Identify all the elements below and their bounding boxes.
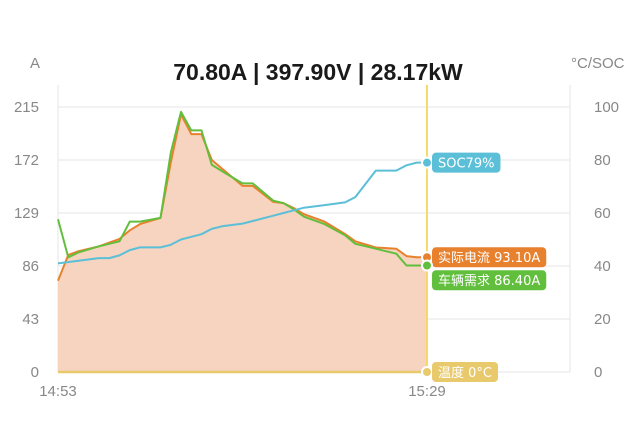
y2-tick-label: 20 [594, 311, 611, 328]
series-fill-area [58, 114, 427, 373]
y2-tick-label: 0 [594, 364, 602, 381]
left-axis-unit: A [30, 55, 40, 72]
series-lines [57, 110, 427, 374]
y-tick-label: 215 [14, 99, 39, 116]
series-end-dot [421, 366, 433, 378]
y2-tick-label: 40 [594, 258, 611, 275]
y-tick-label: 0 [31, 364, 39, 381]
axis-ticks: 0 43 86 129 172 215 0 20 40 60 80 100 14:53 15:29 [14, 99, 619, 400]
series-end-label-text: 实际电流 93.10A [438, 251, 540, 266]
series-end-label-text: 车辆需求 86.40A [438, 273, 540, 289]
chart-title: 70.80A | 397.90V | 28.17kW [173, 59, 463, 85]
current-area-fill [58, 114, 427, 373]
right-axis-unit: °C/SOC [571, 55, 625, 72]
y2-tick-label: 100 [594, 99, 619, 116]
watermark: EV世纪 [592, 401, 640, 418]
series-end-dot [421, 259, 433, 272]
series-end-label: SOC79% [432, 152, 501, 173]
series-end-label: 车辆需求 86.40A [432, 270, 547, 291]
y-tick-label: 43 [22, 311, 39, 328]
y2-tick-label: 60 [594, 205, 611, 222]
series-end-label-text: SOC79% [438, 157, 494, 172]
end-labels: SOC79% 实际电流 93.10A 车辆需求 86.40A 温度 0°C [421, 152, 547, 382]
x-tick-label: 15:29 [408, 383, 446, 400]
series-end-label: 温度 0°C [432, 362, 498, 382]
series-line [57, 110, 427, 267]
y-tick-label: 86 [22, 258, 39, 275]
series-end-label-text: 温度 0°C [438, 365, 492, 381]
series-end-dot [421, 156, 433, 169]
series-end-label-bg [432, 270, 547, 291]
series-line [57, 161, 427, 265]
series-end-label-bg [432, 152, 501, 173]
y-tick-label: 129 [14, 205, 39, 222]
series-end-label-bg [432, 247, 547, 268]
series-end-label: 实际电流 93.10A [432, 247, 547, 268]
x-tick-label: 14:53 [39, 383, 77, 400]
y2-tick-label: 80 [594, 152, 611, 169]
y-tick-label: 172 [14, 152, 39, 169]
series-end-label-bg [432, 362, 498, 382]
